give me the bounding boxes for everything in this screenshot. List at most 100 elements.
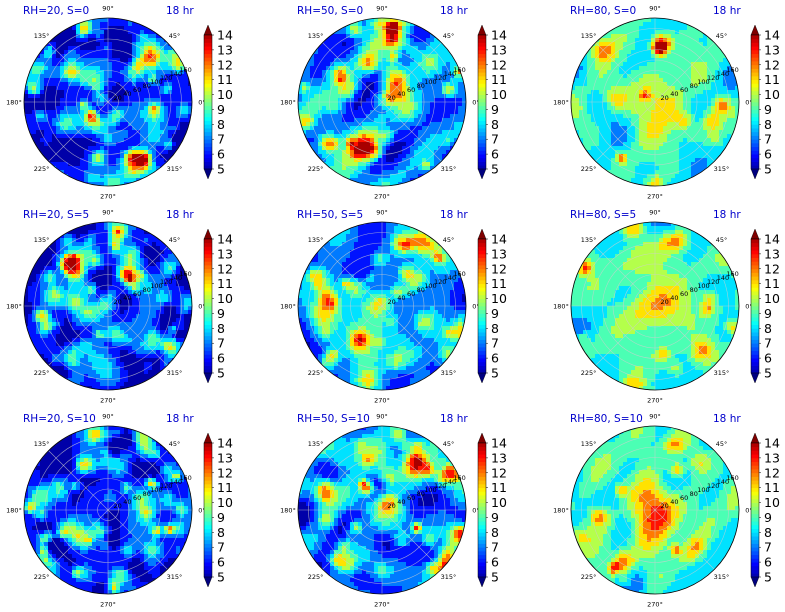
colorbar-tick-label: 14 [217,232,233,247]
colorbar-band [478,150,486,155]
colorbar-band [478,154,486,159]
colorbar-band [751,79,759,84]
colorbar-tick-label: 10 [491,495,507,510]
colorbar-extend-max [750,432,760,444]
colorbar-band [478,90,486,95]
colorbar-band [751,83,759,88]
colorbar-band [478,283,486,288]
colorbar-extend-max [477,228,487,240]
angle-tick-label: 315° [714,573,730,581]
colorbar-tick-label: 7 [764,132,772,147]
panel-time-label: 18 hr [713,209,741,221]
colorbar-band [204,528,212,533]
colorbar-band [204,253,212,259]
colorbar-band [478,547,486,552]
colorbar-band [751,469,759,474]
colorbar-band [751,502,759,507]
colorbar-tick-label: 8 [764,117,772,132]
colorbar-band [751,253,759,259]
panel-title: RH=80, S=10 [570,413,643,425]
colorbar-band [204,506,212,511]
colorbar-band [204,465,212,470]
colorbar-band [751,72,759,77]
colorbar-band [204,239,212,244]
colorbar-band [204,573,212,578]
colorbar-band [751,157,759,162]
radial-tick-label: 120 [160,482,172,490]
polar-outline [23,425,193,595]
angle-tick-label: 135° [34,440,50,448]
colorbar-tick-label: 6 [491,555,499,570]
colorbar-band [478,35,486,40]
colorbar-band [751,298,759,303]
colorbar-band [478,324,486,329]
angle-tick-label: 90° [102,209,114,217]
colorbar-band [751,272,759,277]
radial-tick-label: 160 [726,66,738,74]
polar-outline [297,425,467,595]
panel-time-label: 18 hr [440,5,468,17]
colorbar-outline [750,238,760,374]
radial-tick-label: 40 [670,90,678,98]
radial-tick-label: 20 [661,298,669,306]
angle-tick-label: 135° [308,236,324,244]
colorbar-extend-min [750,168,760,180]
colorbar-band [751,562,759,567]
angle-tick-label: 135° [308,32,324,40]
colorbar-band [478,46,486,51]
colorbar-band [478,498,486,503]
colorbar-band [204,128,212,133]
radial-tick-label: 160 [726,270,738,278]
angle-tick-label: 315° [441,165,457,173]
colorbar-band [204,547,212,552]
colorbar-band [204,536,212,541]
colorbar-band [478,539,486,544]
colorbar-band [204,461,212,466]
colorbar-tick-label: 5 [491,570,499,585]
grid-spoke [654,509,715,570]
colorbar-tick-label: 6 [764,555,772,570]
colorbar-band [751,146,759,151]
colorbar-tick-label: 5 [217,366,225,381]
angle-tick-label: 90° [102,413,114,421]
angle-tick-label: 270° [647,397,663,405]
radial-tick-label: 80 [690,286,698,294]
colorbar-band [204,83,212,88]
colorbar-tick-label: 10 [764,87,780,102]
colorbar-band [204,502,212,507]
radial-tick-label: 40 [123,90,131,98]
colorbar-band [478,573,486,578]
colorbar-tick-label: 5 [491,162,499,177]
radial-tick-label: 40 [123,498,131,506]
panel-time-label: 18 hr [440,413,468,425]
colorbar-band [204,543,212,548]
colorbar-band [204,472,212,477]
angle-tick-label: 225° [581,369,597,377]
colorbar-band [751,343,759,348]
colorbar-band [478,472,486,477]
colorbar-band [478,343,486,348]
colorbar-band [751,365,759,370]
radial-tick-label: 120 [160,74,172,82]
colorbar-band [204,257,212,262]
grid-spoke [654,305,715,366]
colorbar-band [478,469,486,474]
colorbar-band [751,35,759,40]
colorbar-band [478,38,486,43]
colorbar-band [751,42,759,47]
colorbar-band [478,265,486,270]
colorbar-band [204,498,212,503]
grid-spoke [381,42,442,103]
colorbar-tick-label: 13 [217,42,233,57]
colorbar-tick-label: 8 [217,117,225,132]
colorbar-band [204,443,212,448]
grid-spoke [654,42,715,103]
colorbar-tick-label: 14 [764,232,780,247]
colorbar-tick-label: 12 [764,465,780,480]
radial-tick-label: 120 [707,278,719,286]
colorbar-band [204,276,212,281]
colorbar-band [204,332,212,337]
colorbar-tick-label: 6 [764,147,772,162]
colorbar-band [478,365,486,370]
colorbar-band [478,124,486,129]
